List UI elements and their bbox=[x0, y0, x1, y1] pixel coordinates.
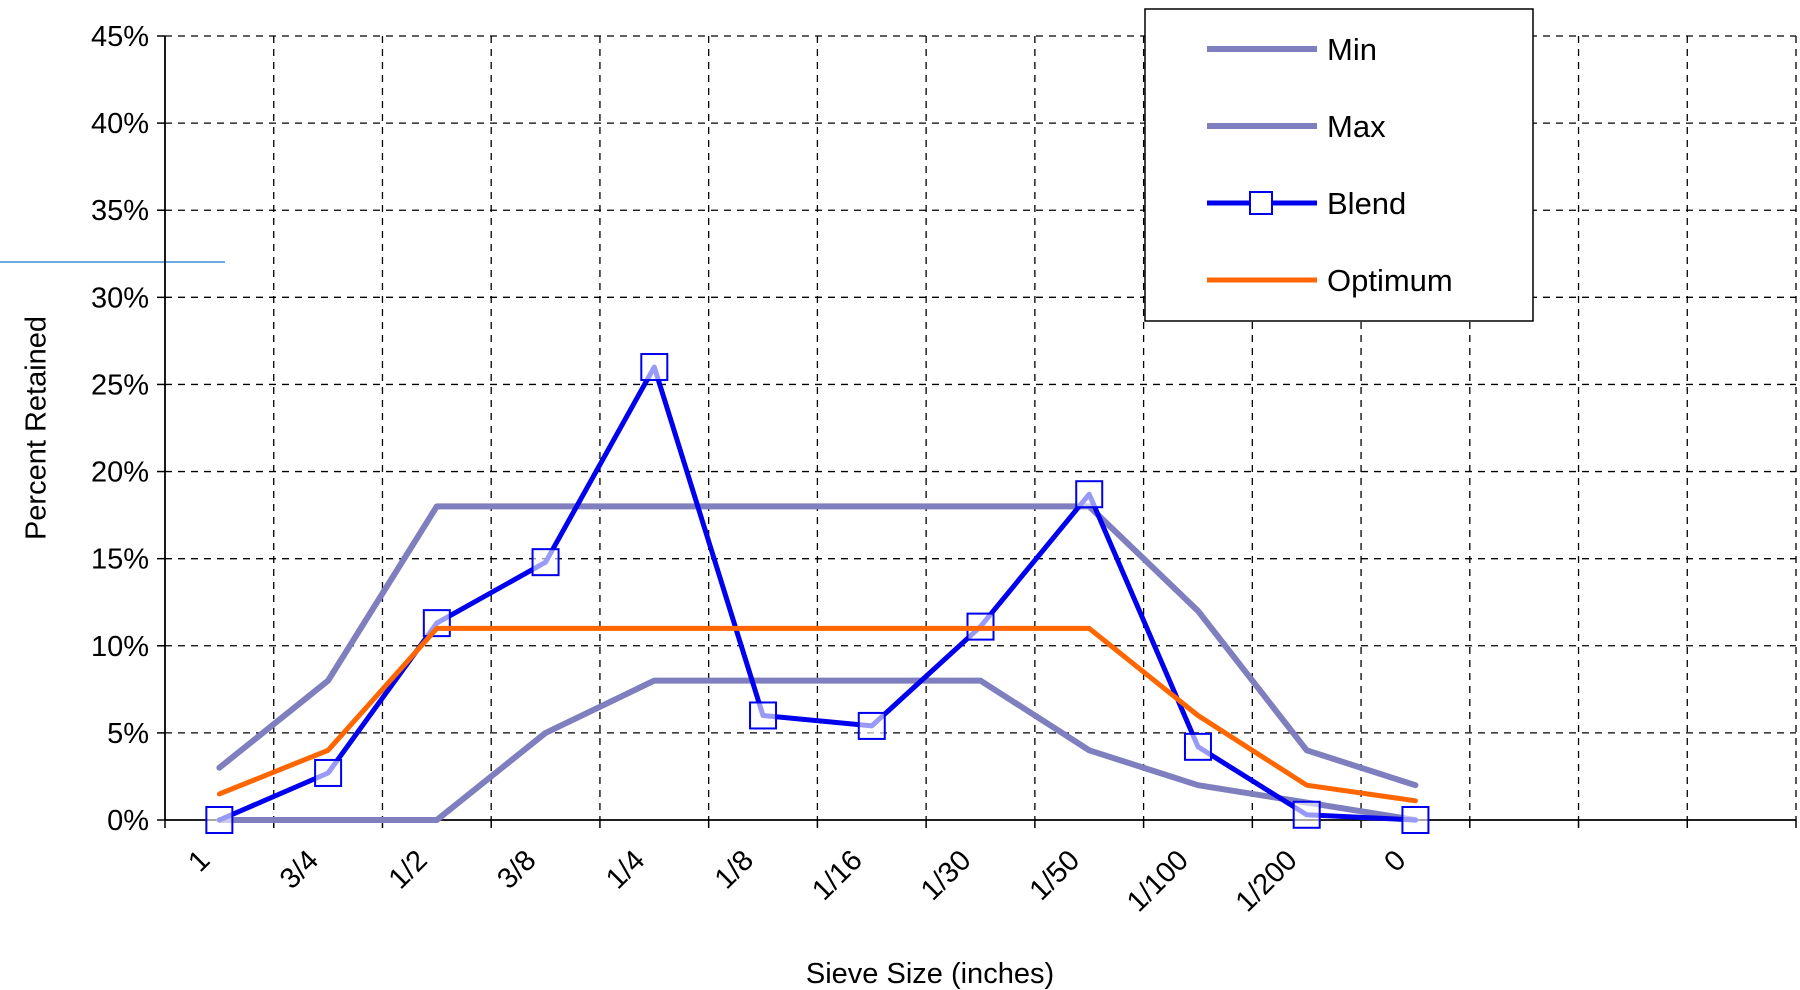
y-tick-label: 25% bbox=[91, 369, 149, 401]
legend-label: Min bbox=[1327, 32, 1377, 67]
legend-label: Blend bbox=[1327, 186, 1406, 221]
series-max bbox=[216, 503, 1419, 789]
y-tick-label: 40% bbox=[91, 108, 149, 140]
data-point bbox=[1401, 806, 1430, 834]
series-optimum bbox=[216, 625, 1418, 804]
series-line-optimum bbox=[216, 625, 1418, 804]
legend: Min Max Blend Optimum bbox=[1144, 8, 1534, 322]
data-point bbox=[422, 609, 451, 638]
y-tick-label: 30% bbox=[91, 282, 149, 314]
data-point bbox=[640, 353, 669, 382]
legend-label: Max bbox=[1327, 109, 1386, 144]
y-tick-label: 20% bbox=[91, 457, 149, 489]
y-tick-label: 5% bbox=[107, 718, 149, 750]
data-point bbox=[314, 758, 343, 787]
y-tick-label: 45% bbox=[91, 21, 149, 53]
series-line-min bbox=[216, 677, 1419, 823]
data-point bbox=[1183, 732, 1212, 761]
legend-item: Max bbox=[1207, 109, 1386, 144]
y-tick-labels: 0% 5% 10% 15% 20% 25% 30% 35% 40% 45% bbox=[91, 21, 149, 837]
series-layer bbox=[205, 353, 1430, 834]
legend-item: Blend bbox=[1207, 186, 1406, 221]
legend-label: Optimum bbox=[1327, 263, 1453, 298]
legend-marker bbox=[1249, 191, 1273, 215]
grid bbox=[165, 35, 1797, 820]
y-tick-label: 10% bbox=[91, 631, 149, 663]
data-point bbox=[1075, 480, 1104, 509]
y-tick-label: 35% bbox=[91, 195, 149, 227]
series-line-max bbox=[216, 503, 1419, 789]
x-axis-title: Sieve Size (inches) bbox=[806, 958, 1054, 990]
y-axis-title: Percent Retained bbox=[21, 316, 53, 540]
y-tick-label: 0% bbox=[107, 805, 149, 837]
legend-item: Optimum bbox=[1207, 263, 1453, 298]
legend-item: Min bbox=[1207, 32, 1377, 67]
y-tick-label: 15% bbox=[91, 544, 149, 576]
data-point bbox=[1292, 800, 1321, 829]
legend-box bbox=[1144, 8, 1534, 322]
data-point bbox=[857, 711, 886, 740]
data-point bbox=[531, 548, 560, 577]
series-min bbox=[216, 677, 1419, 823]
data-point bbox=[749, 701, 778, 730]
data-point bbox=[205, 806, 234, 834]
